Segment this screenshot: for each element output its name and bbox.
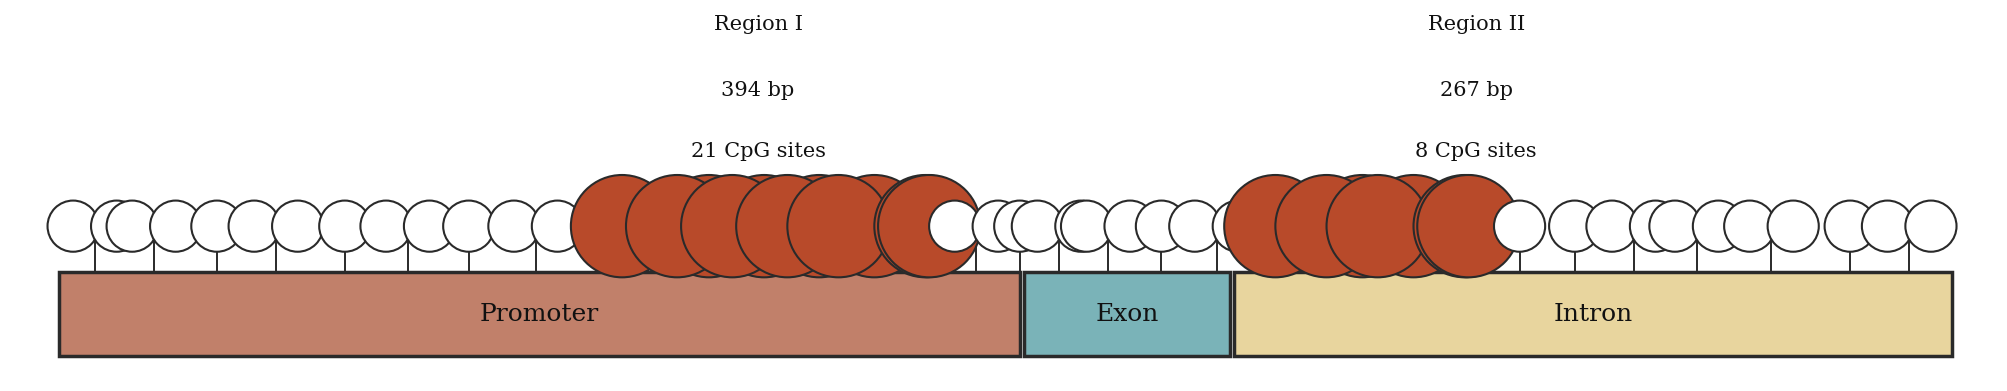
Ellipse shape [1724, 201, 1774, 252]
Text: Intron: Intron [1553, 303, 1632, 326]
Ellipse shape [229, 201, 279, 252]
Ellipse shape [319, 201, 369, 252]
Ellipse shape [823, 175, 925, 277]
Ellipse shape [151, 201, 201, 252]
Ellipse shape [1056, 201, 1106, 252]
Text: Region I: Region I [712, 15, 803, 34]
Ellipse shape [993, 201, 1046, 252]
Ellipse shape [658, 175, 761, 277]
Ellipse shape [1361, 175, 1463, 277]
Ellipse shape [1327, 175, 1429, 277]
Ellipse shape [1692, 201, 1744, 252]
Ellipse shape [191, 201, 243, 252]
Ellipse shape [90, 201, 142, 252]
Ellipse shape [1905, 201, 1955, 252]
Ellipse shape [1224, 175, 1327, 277]
Ellipse shape [570, 175, 672, 277]
Ellipse shape [1860, 201, 1913, 252]
Ellipse shape [532, 201, 582, 252]
Ellipse shape [971, 201, 1024, 252]
Ellipse shape [106, 201, 159, 252]
Ellipse shape [271, 201, 323, 252]
Ellipse shape [1168, 201, 1220, 252]
Ellipse shape [359, 201, 411, 252]
Ellipse shape [787, 175, 889, 277]
Text: 8 CpG sites: 8 CpG sites [1415, 142, 1535, 161]
Text: 394 bp: 394 bp [721, 81, 795, 100]
Ellipse shape [488, 201, 540, 252]
Ellipse shape [1547, 201, 1600, 252]
Text: Promoter: Promoter [480, 303, 598, 326]
Ellipse shape [1136, 201, 1186, 252]
Ellipse shape [48, 201, 98, 252]
Ellipse shape [767, 175, 869, 277]
Ellipse shape [680, 175, 783, 277]
Ellipse shape [737, 175, 839, 277]
Ellipse shape [712, 175, 815, 277]
Ellipse shape [1311, 175, 1413, 277]
Ellipse shape [1824, 201, 1875, 252]
Ellipse shape [444, 201, 494, 252]
Bar [60, 272, 1020, 357]
Ellipse shape [1238, 201, 1288, 252]
Text: Region II: Region II [1427, 15, 1523, 34]
Ellipse shape [1212, 201, 1262, 252]
Ellipse shape [574, 201, 626, 252]
Ellipse shape [877, 175, 979, 277]
Ellipse shape [1493, 201, 1545, 252]
Ellipse shape [929, 201, 979, 252]
Bar [1234, 272, 1951, 357]
Text: 21 CpG sites: 21 CpG sites [690, 142, 825, 161]
Ellipse shape [1060, 201, 1112, 252]
Ellipse shape [1586, 201, 1638, 252]
Text: 267 bp: 267 bp [1439, 81, 1511, 100]
Ellipse shape [1413, 175, 1515, 277]
Text: Exon: Exon [1094, 303, 1158, 326]
Bar [1024, 272, 1230, 357]
Ellipse shape [1648, 201, 1700, 252]
Ellipse shape [403, 201, 456, 252]
Ellipse shape [1274, 175, 1377, 277]
Ellipse shape [1012, 201, 1062, 252]
Ellipse shape [1766, 201, 1818, 252]
Ellipse shape [1630, 201, 1680, 252]
Ellipse shape [1104, 201, 1156, 252]
Ellipse shape [873, 175, 975, 277]
Ellipse shape [1417, 175, 1519, 277]
Ellipse shape [626, 175, 729, 277]
